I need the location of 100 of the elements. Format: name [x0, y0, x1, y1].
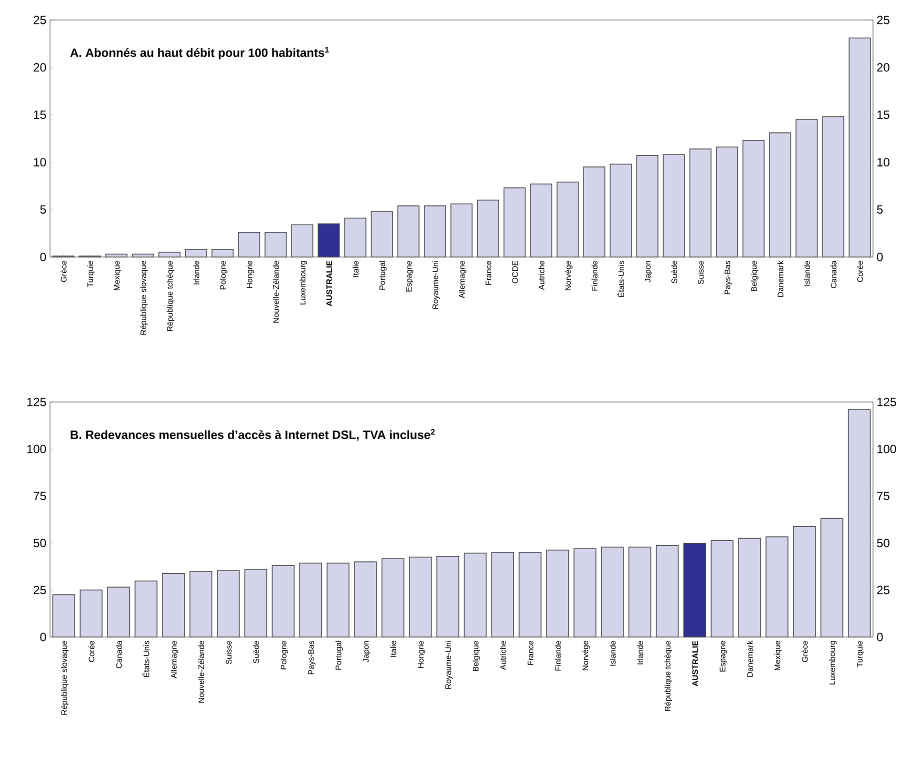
- x-tick-label: Canada: [116, 640, 122, 668]
- x-tick-label: Irlande: [637, 640, 644, 664]
- bar: [52, 594, 76, 638]
- bar: [344, 218, 366, 258]
- bar: [820, 518, 844, 638]
- bar: [556, 182, 579, 258]
- bar: [716, 146, 738, 258]
- bar: [370, 211, 393, 258]
- text: B. Redevances mensuelles d’accès à Internet DSL, TVA incluse$^{2}$: [70, 429, 435, 441]
- x-tick-label: Hongrie: [246, 260, 254, 288]
- bar: [769, 132, 792, 258]
- x-tick-label: Norvège: [582, 640, 590, 670]
- bar: [216, 570, 240, 638]
- bar: [504, 187, 526, 258]
- x-tick-label: Suisse: [698, 260, 704, 284]
- bar: [656, 545, 679, 638]
- bar: [291, 224, 314, 258]
- x-tick-label: Luxembourg: [300, 261, 308, 304]
- bar: [107, 586, 130, 638]
- bar: [450, 204, 473, 258]
- bar: [158, 252, 180, 258]
- x-tick-label: Portugal: [335, 641, 343, 670]
- x-tick-label: Belgique: [472, 640, 480, 672]
- x-tick-label: Allemagne: [458, 260, 466, 298]
- bar: [244, 569, 268, 638]
- x-tick-label: États-Unis: [617, 260, 624, 297]
- x-tick-label: Japon: [363, 641, 370, 662]
- x-tick-label: Danemark: [746, 640, 753, 677]
- bar: [212, 249, 234, 258]
- x-tick-label: Autriche: [538, 260, 544, 290]
- x-tick-label: République slovaque: [60, 640, 69, 715]
- bar: [264, 232, 287, 258]
- x-tick-label: Finlande: [554, 640, 561, 671]
- x-tick-label: Italie: [352, 260, 359, 277]
- x-tick-label: États-Unis: [142, 640, 150, 677]
- x-tick-label: Luxembourg: [829, 641, 837, 684]
- y-tick-label: 50: [877, 538, 890, 548]
- x-tick-label: Danemark: [777, 260, 784, 297]
- x-tick-label: Islande: [804, 260, 810, 286]
- x-tick-label: Nouvelle-Zélande: [198, 640, 204, 703]
- x-tick-label: Norvège: [564, 260, 573, 290]
- bar: [185, 249, 208, 258]
- bar: [105, 254, 128, 258]
- y-tick-label: 25: [877, 586, 890, 594]
- y-tick-label: 20: [34, 63, 46, 72]
- x-tick-label: République tchèque: [664, 640, 672, 712]
- x-tick-label: Autriche: [500, 640, 506, 670]
- bar: [134, 580, 158, 638]
- x-tick-label: Portugal: [379, 261, 387, 290]
- bar: [742, 140, 765, 258]
- x-tick-label: OCDE: [512, 260, 518, 284]
- x-tick-label: Finlande: [592, 260, 598, 291]
- bar: [689, 148, 712, 258]
- x-tick-label: République tchèque: [166, 260, 174, 332]
- bar: [162, 573, 185, 638]
- bar: [636, 155, 658, 258]
- y-tick-label: 75: [877, 492, 890, 500]
- bar: [354, 561, 377, 638]
- y-tick-label: 5: [40, 205, 46, 214]
- x-tick-label: Italie: [390, 640, 396, 657]
- x-tick-label: France: [528, 640, 534, 665]
- bar: [238, 232, 260, 258]
- bar: [408, 556, 432, 638]
- bar: [662, 154, 685, 258]
- x-tick-label: Belgique: [750, 260, 758, 292]
- bar: [272, 565, 295, 638]
- x-tick-label: Mexique: [774, 640, 782, 670]
- x-tick-label: Pays-Bas: [308, 640, 316, 674]
- bar: [190, 570, 212, 638]
- bar: [326, 562, 350, 638]
- x-tick-label: France: [486, 260, 492, 285]
- bar: [848, 38, 871, 258]
- x-tick-label: République slovaque: [140, 260, 148, 335]
- bar: [601, 546, 624, 638]
- bar: [546, 550, 569, 638]
- bar: [766, 536, 788, 638]
- bar: [299, 562, 322, 638]
- x-tick-label: Espagne: [720, 640, 727, 672]
- bar: [683, 542, 706, 638]
- x-tick-label: Corée: [857, 260, 863, 282]
- bar: [574, 548, 596, 638]
- x-tick-label: Suisse: [226, 640, 232, 664]
- x-tick-label: Hongrie: [418, 640, 426, 668]
- bar: [132, 254, 154, 258]
- y-tick-label: 0: [40, 252, 46, 262]
- x-tick-label: Corée: [88, 640, 94, 662]
- bar: [424, 205, 446, 258]
- text: A. Abonnés au haut débit pour 100 habitants$^{1}$: [70, 46, 329, 60]
- x-tick-label: Grèce: [60, 260, 67, 282]
- x-tick-label: Pologne: [280, 640, 288, 670]
- x-tick-label: AUSTRALIE: [326, 260, 332, 306]
- x-tick-label: Allemagne: [170, 640, 178, 678]
- x-tick-label: Royaume-Uni: [432, 261, 440, 309]
- bar: [628, 546, 652, 638]
- x-tick-label: AUSTRALIE: [692, 640, 698, 686]
- x-tick-label: Nouvelle-Zélande: [272, 260, 279, 323]
- bar: [530, 184, 552, 258]
- bar: [318, 223, 340, 258]
- x-tick-label: Canada: [830, 260, 836, 288]
- bar: [477, 200, 500, 258]
